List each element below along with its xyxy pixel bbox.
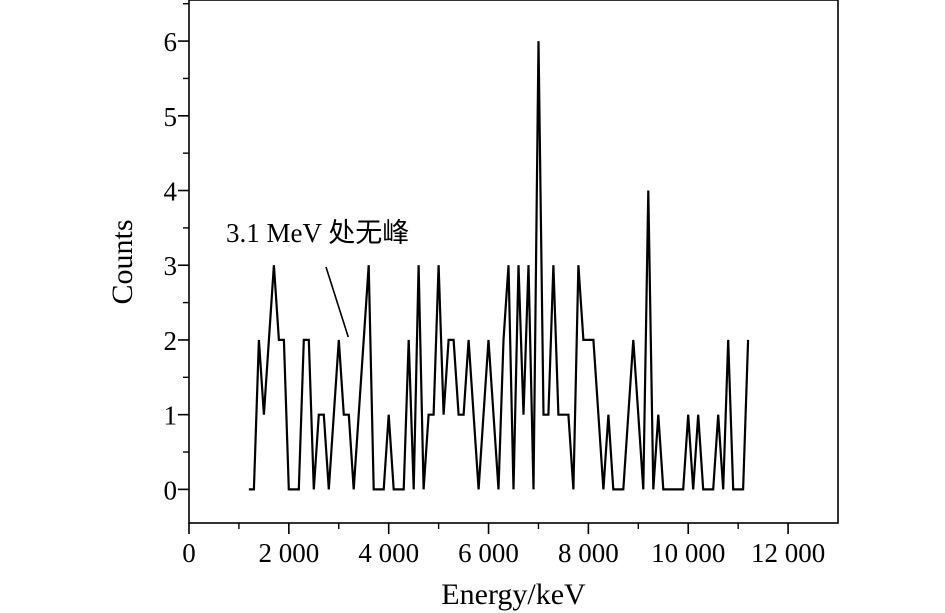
annotation-layer: 3.1 MeV 处无峰 bbox=[226, 218, 409, 338]
x-axis-title: Energy/keV bbox=[441, 578, 586, 611]
x-tick-label: 12 000 bbox=[751, 538, 825, 568]
x-tick-label: 0 bbox=[182, 538, 196, 568]
x-tick-label: 6 000 bbox=[458, 538, 519, 568]
y-tick-label: 5 bbox=[164, 102, 178, 132]
x-tick-label: 2 000 bbox=[258, 538, 319, 568]
annotation-leader-line bbox=[325, 266, 350, 338]
spectrum-line bbox=[248, 41, 750, 491]
tick-labels: 0 2 000 4 000 6 000 8 000 10 000 12 000 0 1 2 3 4 5 6 bbox=[164, 27, 826, 568]
axis-ticks bbox=[178, 3, 789, 534]
annotation-text: 3.1 MeV 处无峰 bbox=[226, 218, 409, 248]
y-tick-label: 4 bbox=[164, 177, 178, 207]
y-tick-label: 3 bbox=[164, 251, 178, 281]
series-layer bbox=[248, 40, 750, 491]
y-tick-label: 6 bbox=[164, 27, 178, 57]
plot-frame bbox=[188, 0, 839, 524]
y-tick-label: 2 bbox=[164, 326, 178, 356]
x-tick-label: 8 000 bbox=[558, 538, 619, 568]
y-axis-title: Counts bbox=[106, 219, 139, 304]
x-tick-label: 4 000 bbox=[358, 538, 419, 568]
x-tick-label: 10 000 bbox=[651, 538, 725, 568]
y-tick-label: 0 bbox=[164, 475, 178, 505]
y-tick-label: 1 bbox=[164, 401, 178, 431]
